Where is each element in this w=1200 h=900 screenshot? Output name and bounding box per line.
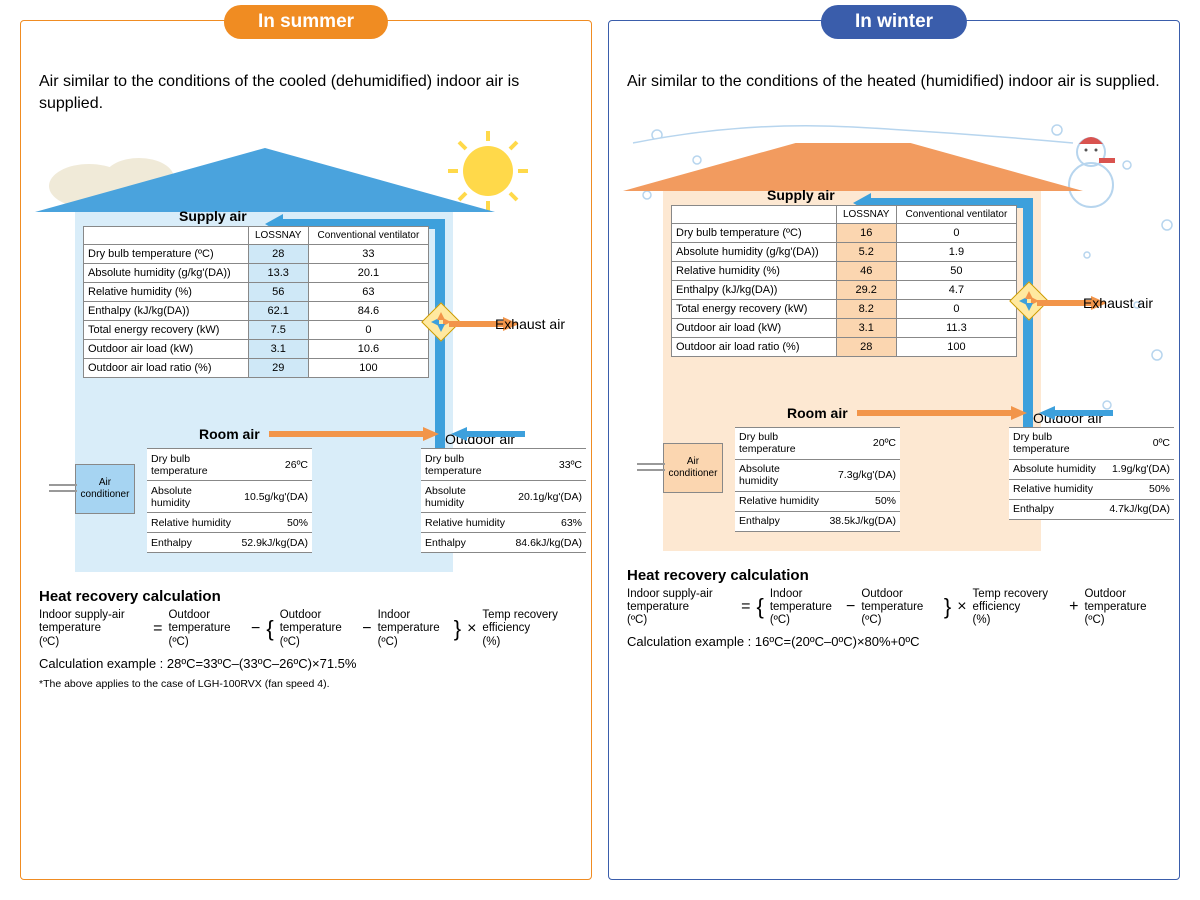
- summer-calc: Heat recovery calculation Indoor supply-…: [39, 586, 573, 692]
- calc-title: Heat recovery calculation: [39, 586, 573, 607]
- supply-table: LOSSNAYConventional ventilator Dry bulb …: [671, 205, 1017, 357]
- summer-diagram: Supply air LOSSNAYConventional ventilato…: [39, 126, 573, 576]
- room-table: Dry bulb temperature20ºCAbsolute humidit…: [735, 427, 900, 532]
- outdoor-table: Dry bulb temperature0ºCAbsolute humidity…: [1009, 427, 1174, 520]
- outdoor-arrow-icon: [1035, 401, 1115, 421]
- snow-roof-icon: [623, 121, 1083, 151]
- room-arrow-icon: [269, 422, 449, 442]
- supply-air-label: Supply air: [179, 208, 247, 224]
- summer-formula: Indoor supply-air temperature(ºC)=Outdoo…: [39, 609, 573, 649]
- winter-tab: In winter: [821, 5, 967, 39]
- room-table: Dry bulb temperature26ºCAbsolute humidit…: [147, 448, 312, 553]
- ac-pipe-icon: [49, 482, 77, 494]
- summer-desc: Air similar to the conditions of the coo…: [39, 71, 573, 114]
- winter-calc-example: Calculation example : 16ºC=(20ºC–0ºC)×80…: [627, 633, 1161, 651]
- supply-air-label: Supply air: [767, 187, 835, 203]
- summer-panel: In summer Air similar to the conditions …: [20, 20, 592, 880]
- winter-desc: Air similar to the conditions of the hea…: [627, 71, 1161, 93]
- exhaust-label: Exhaust air: [495, 316, 565, 332]
- summer-tab: In summer: [224, 5, 388, 39]
- exhaust-label: Exhaust air: [1083, 295, 1153, 311]
- room-air-label: Room air: [199, 426, 260, 442]
- calc-title: Heat recovery calculation: [627, 565, 1161, 586]
- roof: [35, 148, 495, 212]
- winter-formula: Indoor supply-air temperature(ºC)={Indoo…: [627, 588, 1161, 628]
- ac-pipe-icon: [637, 461, 665, 473]
- summer-calc-example: Calculation example : 28ºC=33ºC–(33ºC–26…: [39, 655, 573, 673]
- summer-footnote: *The above applies to the case of LGH-10…: [39, 677, 573, 692]
- winter-panel: In winter Air similar to the conditions …: [608, 20, 1180, 880]
- winter-calc: Heat recovery calculation Indoor supply-…: [627, 565, 1161, 652]
- outdoor-table: Dry bulb temperature33ºCAbsolute humidit…: [421, 448, 586, 553]
- supply-table: LOSSNAYConventional ventilator Dry bulb …: [83, 226, 429, 378]
- outdoor-arrow-icon: [447, 422, 527, 442]
- air-conditioner: Air conditioner: [75, 464, 135, 514]
- room-air-label: Room air: [787, 405, 848, 421]
- air-conditioner: Air conditioner: [663, 443, 723, 493]
- room-arrow-icon: [857, 401, 1037, 421]
- winter-diagram: Supply air LOSSNAYConventional ventilato…: [627, 105, 1161, 555]
